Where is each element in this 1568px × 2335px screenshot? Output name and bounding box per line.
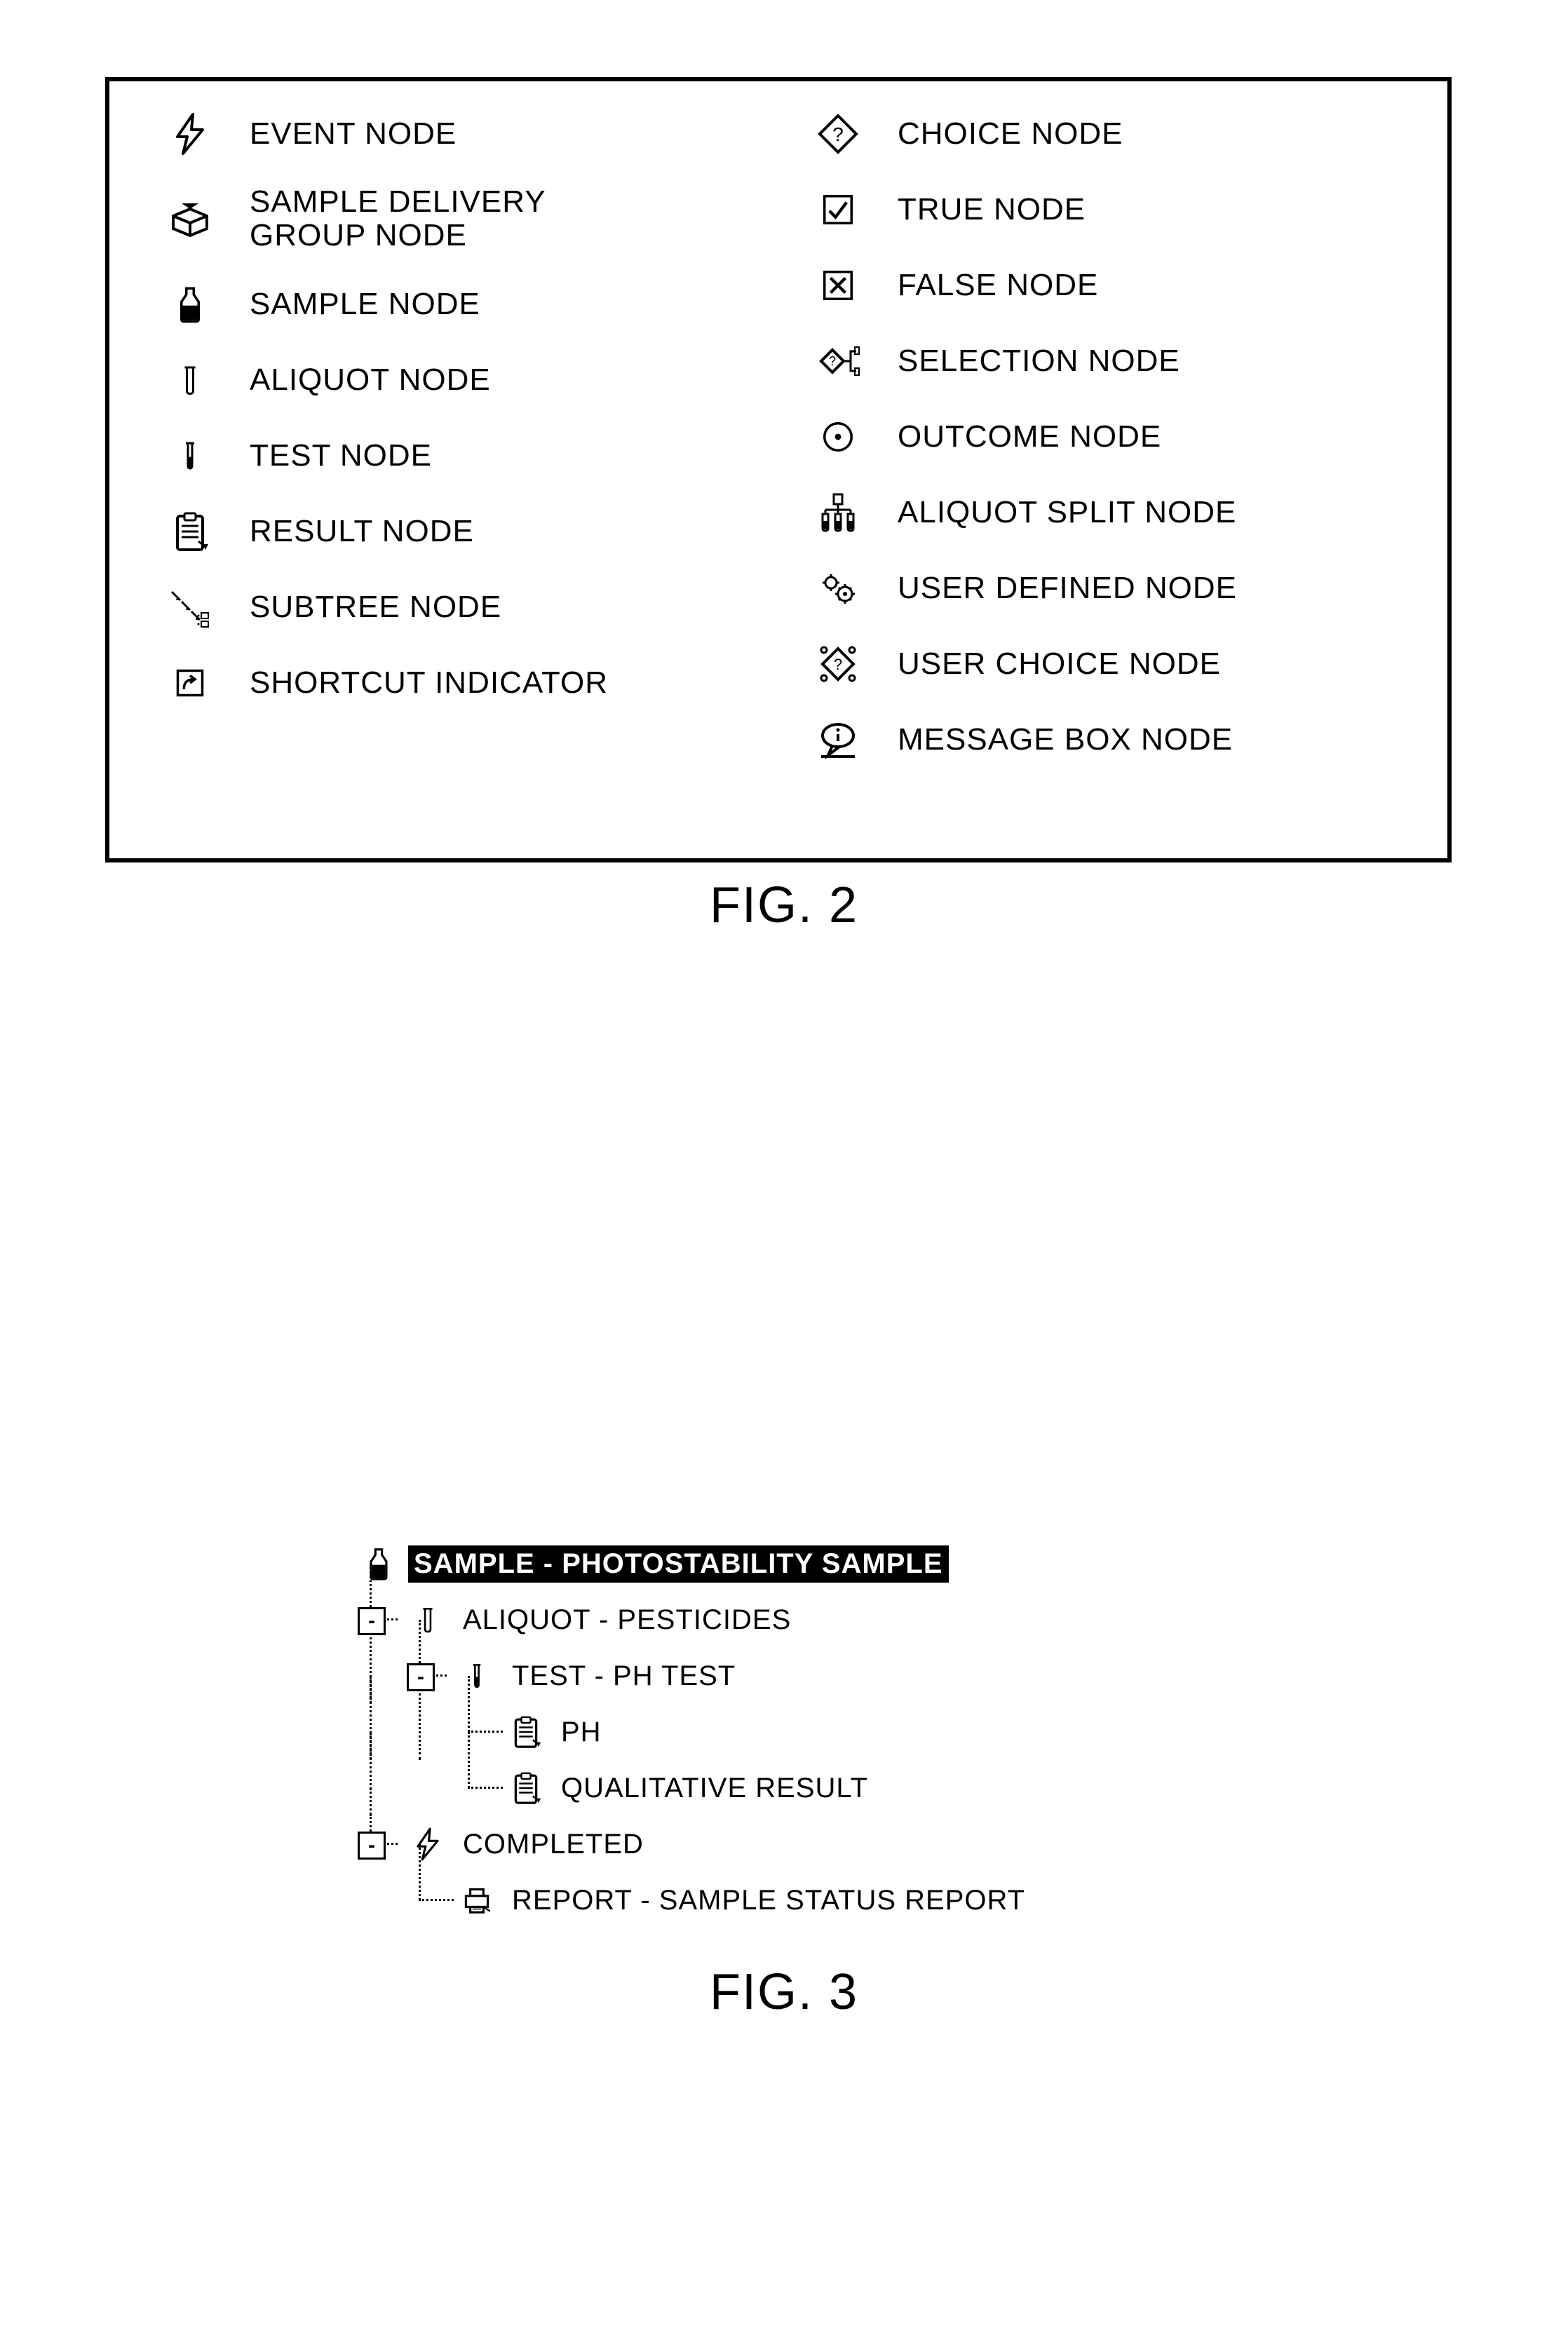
legend-item: SHORTCUT INDICATOR — [158, 658, 764, 708]
tree-label: COMPLETED — [457, 1826, 649, 1863]
test-node-icon — [456, 1655, 498, 1697]
event-node-icon — [158, 109, 222, 158]
tree-label: ALIQUOT - PESTICIDES — [457, 1602, 797, 1639]
event-node-icon — [407, 1823, 449, 1865]
legend-label: CHOICE NODE — [898, 117, 1123, 151]
sdg-node-icon — [158, 194, 222, 243]
selection-node-icon — [806, 337, 870, 386]
tree-label: TEST - PH TEST — [506, 1658, 741, 1695]
legend-label: RESULT NODE — [250, 515, 474, 548]
legend-label: SHORTCUT INDICATOR — [250, 666, 608, 700]
expander[interactable]: - — [407, 1663, 435, 1691]
choice-node-icon — [806, 109, 870, 158]
result-node-icon — [505, 1767, 547, 1809]
tree-view: SAMPLE - PHOTOSTABILITY SAMPLE - ALIQUOT… — [358, 1536, 1269, 1928]
tree-label: REPORT - SAMPLE STATUS REPORT — [506, 1882, 1031, 1919]
user-defined-node-icon — [806, 564, 870, 613]
legend-col-1: EVENT NODE SAMPLE DELIVERY GROUP NODE SA… — [158, 109, 764, 791]
legend-item: OUTCOME NODE — [806, 412, 1412, 461]
legend-item: SAMPLE NODE — [158, 280, 764, 329]
true-node-icon — [806, 185, 870, 234]
legend-label: USER CHOICE NODE — [898, 647, 1221, 681]
legend-box: EVENT NODE SAMPLE DELIVERY GROUP NODE SA… — [105, 77, 1452, 862]
legend-label: USER DEFINED NODE — [898, 571, 1237, 605]
sample-node-icon — [358, 1543, 400, 1585]
legend-item: FALSE NODE — [806, 261, 1412, 310]
user-choice-node-icon — [806, 639, 870, 689]
tree-row-test[interactable]: - TEST - PH TEST — [358, 1648, 1269, 1704]
legend-label: TEST NODE — [250, 439, 432, 473]
result-node-icon — [505, 1711, 547, 1753]
report-icon — [456, 1879, 498, 1921]
shortcut-icon — [158, 658, 222, 708]
outcome-node-icon — [806, 412, 870, 461]
tree-row-result-qual[interactable]: QUALITATIVE RESULT — [358, 1760, 1269, 1816]
legend-label: SELECTION NODE — [898, 344, 1180, 378]
test-node-icon — [158, 431, 222, 480]
legend-item: RESULT NODE — [158, 507, 764, 556]
legend-label: ALIQUOT NODE — [250, 363, 491, 397]
legend-label: SAMPLE NODE — [250, 287, 480, 321]
legend-label: SAMPLE DELIVERY GROUP NODE — [250, 185, 546, 253]
expander[interactable]: - — [358, 1607, 386, 1635]
legend-item: TRUE NODE — [806, 185, 1412, 234]
legend-item: TEST NODE — [158, 431, 764, 480]
tree-label: QUALITATIVE RESULT — [555, 1770, 874, 1807]
legend-item: SAMPLE DELIVERY GROUP NODE — [158, 185, 764, 253]
tree-label: PH — [555, 1714, 607, 1751]
legend-label: ALIQUOT SPLIT NODE — [898, 496, 1236, 529]
legend-label: EVENT NODE — [250, 117, 457, 151]
legend-item: ALIQUOT NODE — [158, 356, 764, 405]
message-box-node-icon — [806, 715, 870, 764]
legend-item: CHOICE NODE — [806, 109, 1412, 158]
aliquot-node-icon — [407, 1599, 449, 1641]
legend-item: USER CHOICE NODE — [806, 639, 1412, 689]
figure-2-caption: FIG. 2 — [0, 877, 1568, 934]
legend-item: USER DEFINED NODE — [806, 564, 1412, 613]
legend-item: SELECTION NODE — [806, 337, 1412, 386]
legend-label: SUBTREE NODE — [250, 590, 501, 624]
legend-item: ALIQUOT SPLIT NODE — [806, 488, 1412, 537]
legend-label: OUTCOME NODE — [898, 420, 1161, 454]
legend-item: EVENT NODE — [158, 109, 764, 158]
false-node-icon — [806, 261, 870, 310]
legend-label: MESSAGE BOX NODE — [898, 723, 1233, 757]
subtree-node-icon — [158, 583, 222, 632]
tree-row-sample[interactable]: SAMPLE - PHOTOSTABILITY SAMPLE — [358, 1536, 1269, 1592]
page: EVENT NODE SAMPLE DELIVERY GROUP NODE SA… — [0, 0, 1568, 2335]
legend-item: MESSAGE BOX NODE — [806, 715, 1412, 764]
legend-col-2: CHOICE NODE TRUE NODE FALSE NODE SELECTI… — [806, 109, 1412, 791]
tree-row-completed[interactable]: - COMPLETED — [358, 1816, 1269, 1872]
tree-row-result-ph[interactable]: PH — [358, 1704, 1269, 1760]
tree-label: SAMPLE - PHOTOSTABILITY SAMPLE — [408, 1545, 949, 1583]
aliquot-node-icon — [158, 356, 222, 405]
legend-item: SUBTREE NODE — [158, 583, 764, 632]
tree-row-report[interactable]: REPORT - SAMPLE STATUS REPORT — [358, 1872, 1269, 1928]
tree-row-aliquot[interactable]: - ALIQUOT - PESTICIDES — [358, 1592, 1269, 1648]
expander[interactable]: - — [358, 1832, 386, 1860]
sample-node-icon — [158, 280, 222, 329]
aliquot-split-node-icon — [806, 488, 870, 537]
figure-3-caption: FIG. 3 — [0, 1963, 1568, 2021]
legend-label: FALSE NODE — [898, 269, 1098, 302]
result-node-icon — [158, 507, 222, 556]
legend-label: TRUE NODE — [898, 193, 1086, 226]
